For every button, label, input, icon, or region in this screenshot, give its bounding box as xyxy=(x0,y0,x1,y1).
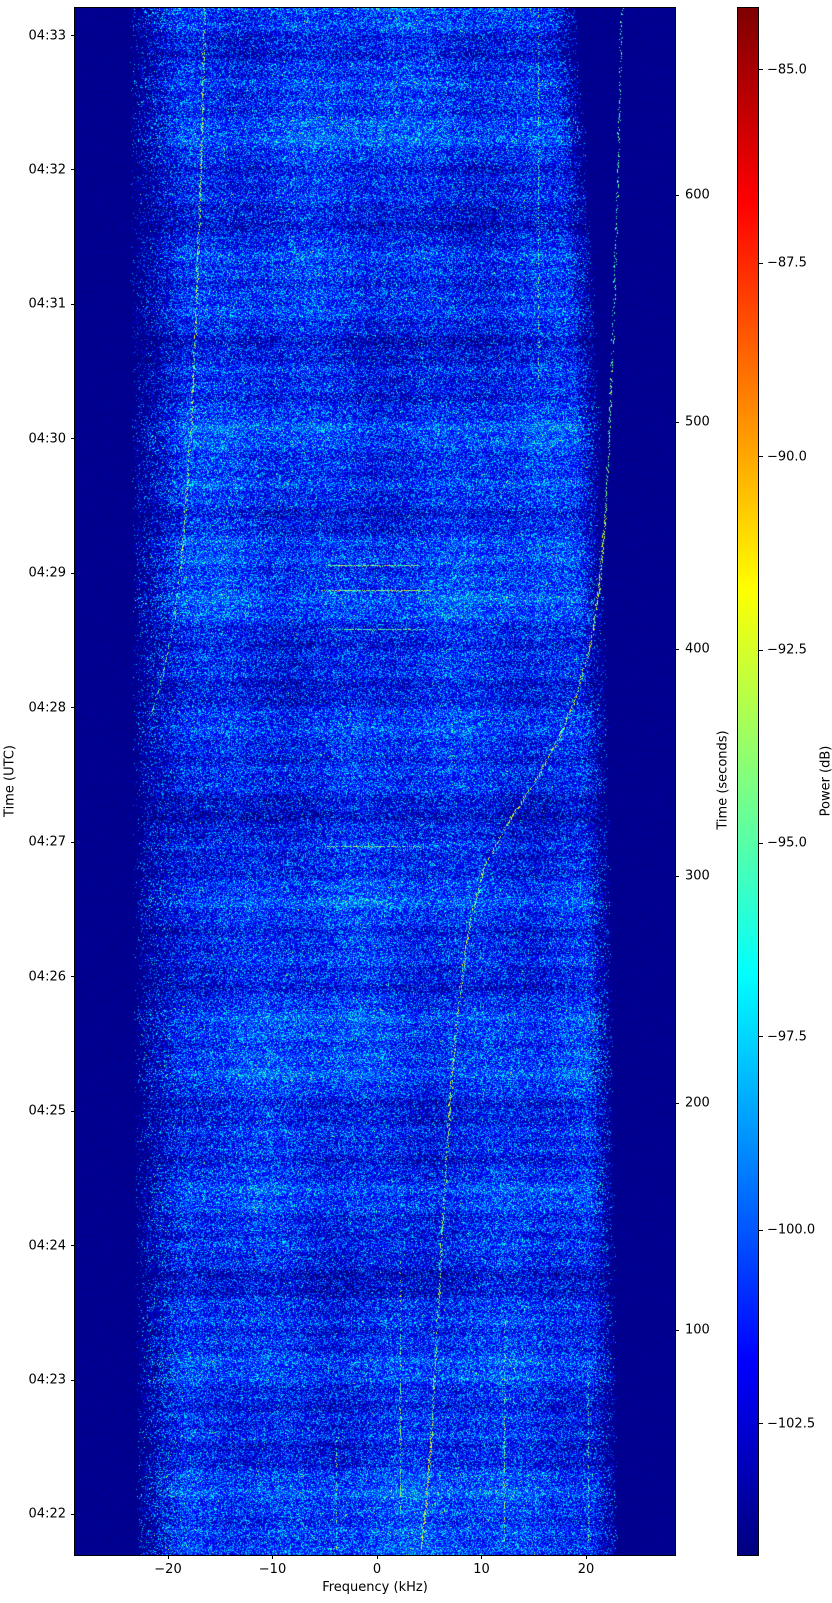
left-y-axis-label: Time (UTC) xyxy=(2,745,18,817)
y-left-tick-label: 04:32 xyxy=(28,162,66,178)
x-tick xyxy=(481,1555,482,1559)
y-left-tick xyxy=(71,1245,75,1247)
x-tick-label: −10 xyxy=(258,1562,287,1577)
colorbar-tick xyxy=(759,262,763,264)
y-left-tick xyxy=(71,1513,75,1515)
colorbar-tick-label: −97.5 xyxy=(767,1029,807,1045)
x-tick xyxy=(585,1555,587,1559)
y-left-tick-label: 04:33 xyxy=(28,28,66,43)
y-right-tick xyxy=(675,648,679,650)
y-left-tick xyxy=(71,707,75,709)
y-left-tick-label: 04:25 xyxy=(28,1103,66,1119)
x-tick-label: 10 xyxy=(473,1562,490,1577)
y-left-tick xyxy=(71,169,75,171)
y-left-tick-label: 04:24 xyxy=(28,1238,66,1254)
y-right-tick xyxy=(675,875,679,877)
x-tick xyxy=(272,1555,273,1559)
colorbar-border xyxy=(737,7,759,1556)
y-left-tick xyxy=(71,976,75,978)
spectrogram-canvas xyxy=(75,8,675,1555)
colorbar-tick-label: −95.0 xyxy=(767,835,807,851)
y-left-tick xyxy=(71,572,75,574)
y-left-tick xyxy=(71,1379,75,1381)
colorbar-tick-label: −87.5 xyxy=(767,255,807,271)
right-y-axis-label: Time (seconds) xyxy=(715,730,731,830)
y-right-tick xyxy=(675,194,679,196)
y-left-tick xyxy=(71,1110,75,1112)
y-left-tick-label: 04:30 xyxy=(28,431,66,447)
colorbar-tick-label: −102.5 xyxy=(767,1416,816,1431)
x-tick-label: 20 xyxy=(577,1562,595,1577)
y-right-tick-label: 400 xyxy=(685,641,710,657)
colorbar-gradient xyxy=(738,8,758,1555)
x-tick-label: 0 xyxy=(372,1562,382,1577)
y-right-tick-label: 300 xyxy=(685,868,710,884)
colorbar-label: Power (dB) xyxy=(818,745,832,817)
y-left-tick-label: 04:29 xyxy=(28,565,66,581)
colorbar-tick xyxy=(759,1423,763,1424)
y-left-tick-label: 04:28 xyxy=(28,700,66,716)
colorbar-tick-label: −90.0 xyxy=(767,449,807,465)
y-right-tick xyxy=(675,421,679,423)
y-right-tick-label: 100 xyxy=(685,1322,710,1338)
y-left-tick-label: 04:31 xyxy=(28,296,66,312)
plot-border xyxy=(74,7,676,1556)
colorbar-tick xyxy=(759,1036,763,1038)
colorbar-tick xyxy=(759,69,763,71)
colorbar-tick xyxy=(759,649,763,651)
colorbar-tick-label: −92.5 xyxy=(767,642,807,658)
colorbar-tick xyxy=(759,456,763,458)
y-left-tick xyxy=(71,438,75,440)
y-left-tick-label: 04:27 xyxy=(28,834,66,850)
colorbar-tick-label: −85.0 xyxy=(767,62,807,78)
x-tick xyxy=(376,1555,378,1559)
y-left-tick-label: 04:23 xyxy=(28,1372,66,1388)
y-right-tick-label: 500 xyxy=(685,414,710,430)
x-tick xyxy=(167,1555,169,1559)
y-left-tick-label: 04:22 xyxy=(28,1506,66,1522)
y-right-tick xyxy=(675,1102,679,1104)
x-tick-label: −20 xyxy=(154,1562,182,1577)
x-axis-label: Frequency (kHz) xyxy=(322,1580,428,1595)
y-right-tick-label: 200 xyxy=(685,1095,710,1111)
colorbar-tick-label: −100.0 xyxy=(767,1222,816,1238)
y-left-tick-label: 04:26 xyxy=(28,969,66,985)
y-right-tick xyxy=(675,1329,679,1331)
colorbar-tick xyxy=(759,842,763,844)
y-right-tick-label: 600 xyxy=(685,187,710,203)
colorbar-tick xyxy=(759,1229,763,1231)
y-left-tick xyxy=(71,35,75,36)
y-left-tick xyxy=(71,841,75,843)
y-left-tick xyxy=(71,303,75,305)
